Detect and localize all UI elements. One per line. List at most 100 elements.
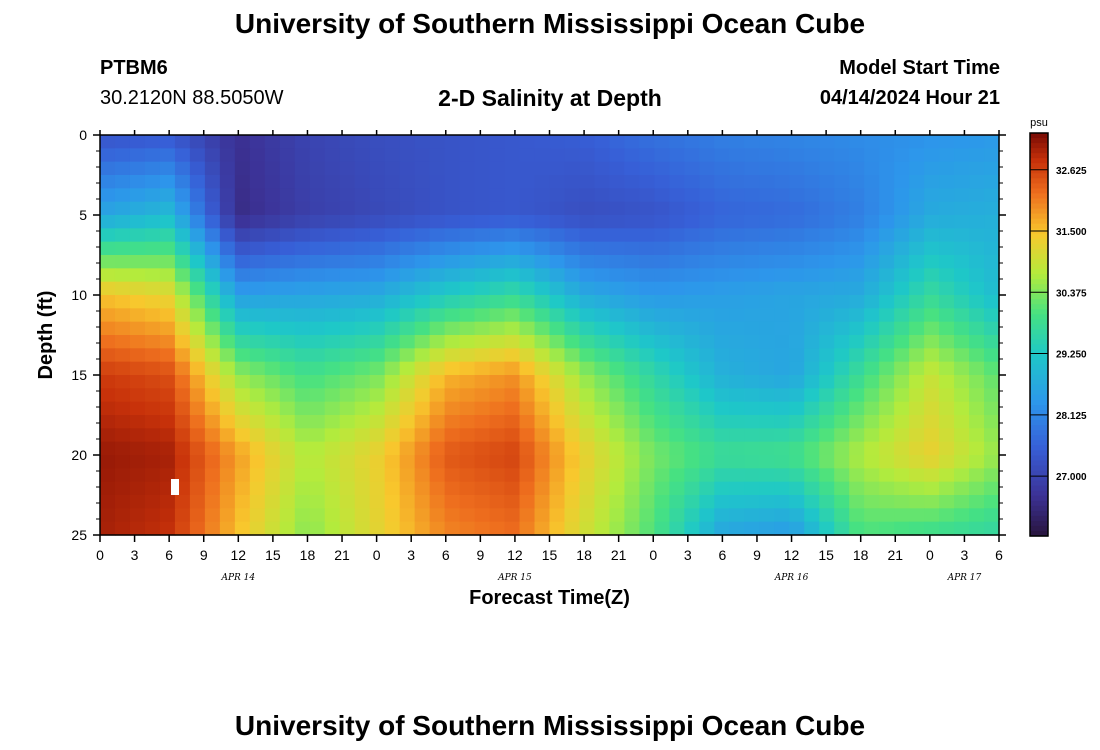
heatmap-cell [939,308,955,323]
heatmap-cell [294,521,311,536]
heatmap-cell [264,481,281,496]
heatmap-cell [954,175,970,189]
heatmap-cell [384,375,401,389]
heatmap-cell [774,508,790,523]
heatmap-cell [804,161,820,176]
heatmap-cell [774,428,790,443]
heatmap-cell [624,495,640,509]
heatmap-cell [579,215,596,229]
plot-subtitle: 2-D Salinity at Depth [438,85,662,111]
heatmap-cell [144,281,161,296]
heatmap-cell [984,161,1000,176]
heatmap-cell [864,361,880,376]
heatmap-cell [474,321,491,336]
heatmap-cell [279,268,296,283]
heatmap-cell [189,148,206,163]
heatmap-cell [534,508,551,523]
heatmap-cell [444,308,461,323]
heatmap-cell [354,428,371,443]
heatmap-cell [294,241,311,256]
heatmap-cell [834,375,850,389]
heatmap-cell [339,215,356,229]
heatmap-cell [594,188,611,203]
heatmap-cell [549,241,566,256]
heatmap-cell [894,241,910,256]
heatmap-cell [189,295,206,309]
heatmap-cell [864,455,880,469]
heatmap-cell [369,495,386,509]
heatmap-cell [909,348,925,363]
heatmap-cell [684,268,700,283]
heatmap-cell [264,495,281,509]
heatmap-cell [234,175,251,189]
heatmap-cell [744,148,760,163]
heatmap-cell [879,455,895,469]
heatmap-cell [414,201,431,216]
x-tick-label: 21 [334,547,350,563]
heatmap-cell [489,361,506,376]
colorbar-gradient [1030,133,1048,537]
heatmap-cell [819,428,835,443]
heatmap-cell [444,388,461,403]
heatmap-cell [189,508,206,523]
heatmap-cell [984,148,1000,163]
heatmap-cell [744,388,760,403]
heatmap-cell [924,521,940,536]
heatmap-cell [774,441,790,456]
heatmap-cell [399,188,416,203]
heatmap-cell [624,508,640,523]
heatmap-cell [609,388,626,403]
x-tick-label: 18 [853,547,869,563]
heatmap-cell [100,148,116,163]
heatmap-cell [354,441,371,456]
heatmap-cell [924,335,940,349]
heatmap-cell [654,508,670,523]
heatmap-cell [159,335,176,349]
heatmap-cell [189,495,206,509]
heatmap-cell [984,281,1000,296]
heatmap-cell [759,201,775,216]
heatmap-cell [324,441,341,456]
heatmap-cell [204,335,221,349]
heatmap-cell [384,308,401,323]
heatmap-cell [474,348,491,363]
heatmap-cell [534,308,551,323]
heatmap-cell [804,468,820,483]
heatmap-cell [249,215,266,229]
heatmap-cell [849,188,865,203]
heatmap-cell [249,521,266,536]
heatmap-cell [324,428,341,443]
heatmap-cell [219,241,236,256]
heatmap-cell [849,388,865,403]
heatmap-cell [504,281,521,296]
heatmap-cell [219,495,236,509]
heatmap-cell [414,348,431,363]
heatmap-cell [504,428,521,443]
heatmap-cell [429,348,446,363]
heatmap-cell [519,521,536,536]
heatmap-cell [699,228,715,243]
heatmap-cell [309,415,326,429]
heatmap-cell [249,201,266,216]
heatmap-cell [219,428,236,443]
heatmap-cell [369,415,386,429]
heatmap-cell [834,361,850,376]
heatmap-cell [714,428,730,443]
x-tick-label: 9 [753,547,761,563]
heatmap-cell [414,508,431,523]
heatmap-cell [594,241,611,256]
heatmap-cell [879,255,895,269]
heatmap-cell [354,335,371,349]
heatmap-cell [939,201,955,216]
heatmap-cell [279,135,296,149]
heatmap-cell [174,375,191,389]
heatmap-cell [444,321,461,336]
heatmap-cell [474,255,491,269]
heatmap-cell [669,508,685,523]
heatmap-cell [174,441,191,456]
heatmap-cell [279,361,296,376]
heatmap-cell [954,508,970,523]
heatmap-cell [414,375,431,389]
heatmap-cell [204,455,221,469]
heatmap-cell [519,335,536,349]
